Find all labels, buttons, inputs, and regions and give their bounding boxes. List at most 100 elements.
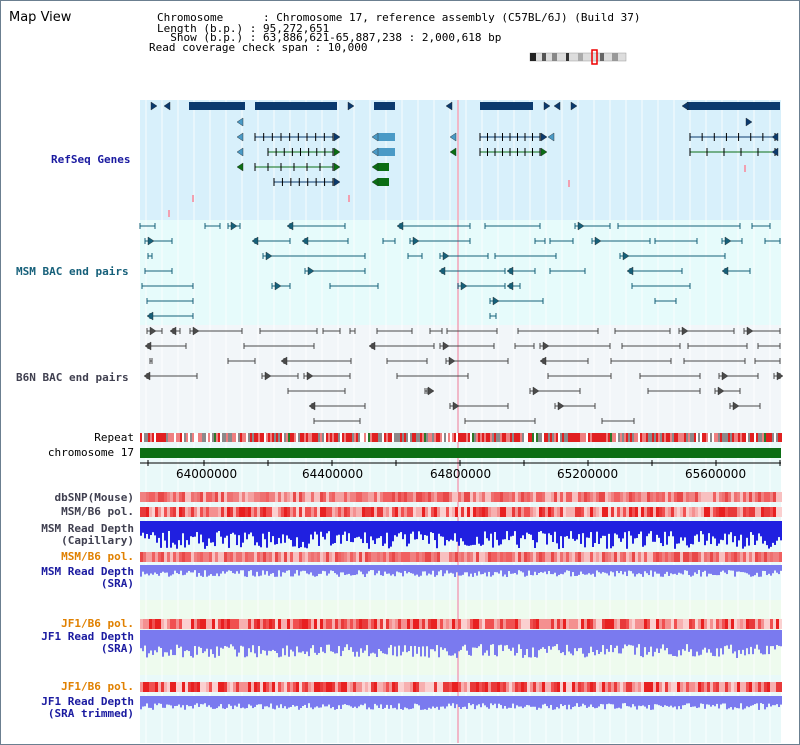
read-depth-bar [234,630,236,650]
read-depth-bar [418,565,420,577]
track-label-msm-depth-cap[interactable]: MSM Read Depth [41,522,134,535]
heatmap-cell [362,619,365,629]
repeat-block [172,433,174,442]
read-depth-bar [434,565,436,577]
track-label-dbsnp[interactable]: dbSNP(Mouse) [54,491,134,504]
heatmap-cell [281,492,284,502]
repeat-block [468,433,470,442]
read-depth-bar [214,696,216,709]
read-depth-bar [152,565,154,575]
track-label-jf1-b6-pol-2[interactable]: JF1/B6 pol. [61,680,134,693]
read-depth-bar [578,521,580,535]
heatmap-cell [488,682,491,692]
read-depth-bar [276,630,278,654]
read-depth-bar [642,696,644,706]
heatmap-cell [503,682,506,692]
heatmap-cell [515,552,518,562]
heatmap-cell [704,682,707,692]
repeat-block [496,433,498,442]
repeat-block [216,433,218,442]
heatmap-cell [374,552,377,562]
track-label-jf1-depth-trim[interactable]: JF1 Read Depth [41,695,134,708]
read-depth-bar [228,521,230,548]
repeat-block [590,433,592,442]
repeat-block [684,433,686,442]
track-label-jf1-b6-pol-1[interactable]: JF1/B6 pol. [61,617,134,630]
heatmap-cell [386,552,389,562]
heatmap-cell [197,682,200,692]
track-label-msm-b6-pol-1[interactable]: MSM/B6 pol. [61,505,134,518]
track-label-chromosome[interactable]: chromosome 17 [47,446,134,459]
heatmap-cell [653,492,656,502]
read-depth-bar [724,630,726,647]
track-label-refseq[interactable]: RefSeq Genes [51,153,131,166]
read-depth-bar [620,630,622,654]
heatmap-cell [224,552,227,562]
read-depth-bar [716,521,718,546]
read-depth-bar [476,630,478,649]
track-label-msm-b6-pol-2[interactable]: MSM/B6 pol. [61,550,134,563]
heatmap-cell [236,619,239,629]
heatmap-cell [344,619,347,629]
heatmap-cell [158,619,161,629]
heatmap-cell [194,619,197,629]
heatmap-cell [374,682,377,692]
read-depth-bar [780,521,782,541]
read-depth-bar [294,565,296,574]
read-depth-bar [734,521,736,537]
repeat-block [734,433,736,442]
read-depth-bar [278,630,280,658]
track-label-msm-bac[interactable]: MSM BAC end pairs [16,265,129,278]
read-depth-bar [600,630,602,652]
track-label-repeat[interactable]: Repeat [94,431,134,444]
read-depth-bar [778,696,780,708]
read-depth-bar [522,521,524,536]
heatmap-cell [425,507,428,517]
heatmap-cell [305,507,308,517]
track-label-jf1-depth-sra[interactable]: JF1 Read Depth [41,630,134,643]
heatmap-cell [146,619,149,629]
read-depth-bar [458,565,460,576]
read-depth-bar [770,565,772,576]
heatmap-cell [392,492,395,502]
bac-end-arrow [306,371,314,381]
read-depth-bar [678,521,680,544]
read-depth-bar [742,521,744,549]
read-depth-bar [184,565,186,575]
heatmap-cell [434,682,437,692]
heatmap-cell [572,619,575,629]
read-depth-bar [442,521,444,537]
read-depth-bar [280,630,282,657]
read-depth-bar [540,696,542,709]
repeat-block [178,433,180,442]
heatmap-cell [203,552,206,562]
heatmap-cell [650,619,653,629]
heatmap-cell [362,507,365,517]
heatmap-cell [341,682,344,692]
read-depth-bar [720,630,722,649]
read-depth-bar [198,565,200,574]
heatmap-cell [716,619,719,629]
repeat-block [598,433,600,442]
read-depth-bar [710,696,712,707]
track-label-b6n-bac[interactable]: B6N BAC end pairs [16,371,129,384]
read-depth-bar [746,565,748,574]
repeat-block [650,433,652,442]
read-depth-bar [226,696,228,708]
heatmap-cell [263,492,266,502]
read-depth-bar [766,696,768,708]
track-label-msm-depth-sra[interactable]: MSM Read Depth [41,565,134,578]
read-depth-bar [646,521,648,537]
heatmap-cell [470,619,473,629]
read-depth-bar [156,521,158,543]
repeat-block [376,433,378,442]
heatmap-cell [215,507,218,517]
read-depth-bar [362,521,364,544]
read-depth-bar [316,630,318,655]
heatmap-cell [155,619,158,629]
repeat-block [242,433,244,442]
read-depth-bar [356,630,358,652]
heatmap-cell [530,552,533,562]
repeat-block [282,433,284,442]
